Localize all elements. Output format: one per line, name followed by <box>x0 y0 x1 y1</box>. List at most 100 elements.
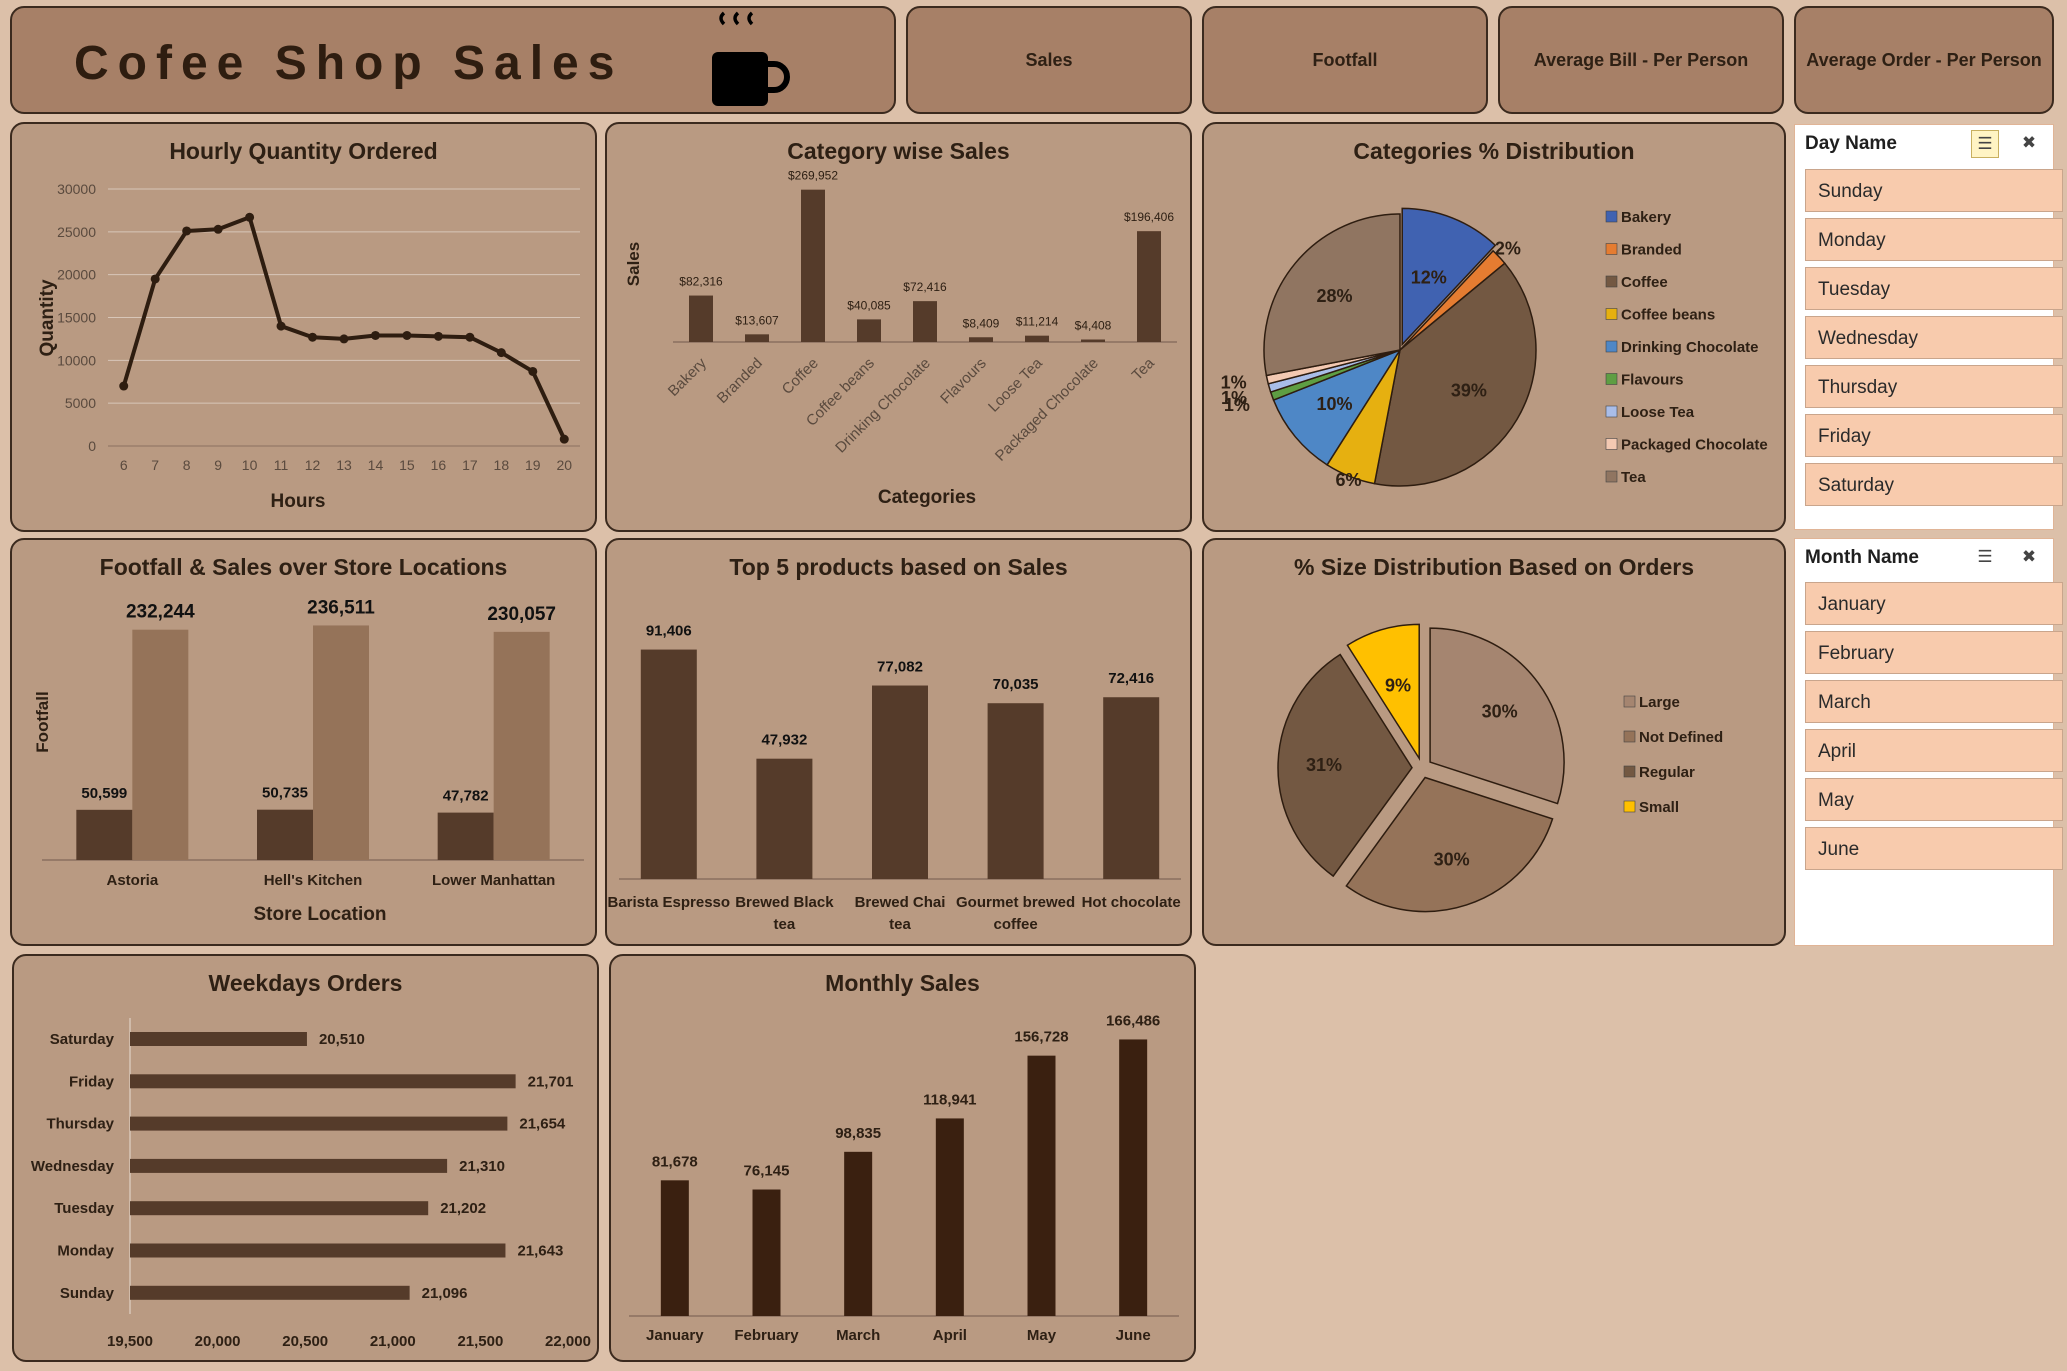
data-label: $82,316 <box>679 275 723 289</box>
legend-label: Flavours <box>1621 372 1684 389</box>
x-tick-label: Branded <box>714 355 766 407</box>
legend-label: Branded <box>1621 242 1682 259</box>
legend-swatch <box>1623 800 1636 813</box>
data-label: $196,406 <box>1124 210 1174 224</box>
y-tick-label: Saturday <box>50 1031 115 1048</box>
legend-label: Coffee <box>1621 274 1668 291</box>
data-label: 232,244 <box>126 602 195 623</box>
data-label: 230,057 <box>487 604 556 625</box>
day-slicer-item[interactable]: Saturday <box>1805 463 2063 506</box>
legend-swatch <box>1605 275 1618 288</box>
x-tick-label: February <box>734 1327 799 1344</box>
pie-label: 28% <box>1316 286 1352 306</box>
y-tick-label: 15000 <box>57 310 96 326</box>
kpi-sales-button[interactable]: Sales <box>906 6 1192 114</box>
category-chart: $82,316 Bakery $13,607 Branded $269,952 Coffe… <box>624 169 1177 508</box>
data-label: $40,085 <box>847 298 891 312</box>
data-point <box>559 434 569 444</box>
x-tick-label: 6 <box>120 457 128 473</box>
day-slicer-title: Day Name <box>1805 133 1897 154</box>
data-label: 98,835 <box>835 1125 881 1142</box>
x-tick-label: 12 <box>305 457 321 473</box>
x-tick-label: Bakery <box>665 354 710 399</box>
monthly-title: Monthly Sales <box>825 970 980 996</box>
data-label: $13,607 <box>735 313 779 327</box>
month-slicer-item[interactable]: February <box>1805 631 2063 674</box>
month-slicer-item[interactable]: January <box>1805 582 2063 625</box>
data-point <box>245 212 255 222</box>
clear-filter-icon[interactable]: ✖ <box>2021 547 2037 566</box>
legend-label: Tea <box>1621 469 1646 486</box>
x-tick-label: 7 <box>151 457 159 473</box>
day-slicer-item[interactable]: Sunday <box>1805 169 2063 212</box>
data-label: 166,486 <box>1106 1012 1160 1029</box>
legend-swatch <box>1605 438 1618 450</box>
bar <box>76 809 133 860</box>
day-slicer-item[interactable]: Tuesday <box>1805 267 2063 310</box>
x-tick-label: Gourmet brewed <box>956 894 1075 911</box>
bar <box>130 1285 410 1300</box>
data-label: 21,643 <box>517 1243 563 1260</box>
bar <box>969 337 993 342</box>
kpi-label: Sales <box>1025 49 1073 70</box>
data-point <box>182 226 192 236</box>
kpi-avg-bill-button[interactable]: Average Bill - Per Person <box>1498 6 1784 114</box>
kpi-avg-order-button[interactable]: Average Order - Per Person <box>1794 6 2054 114</box>
data-label: 50,599 <box>81 785 127 802</box>
x-tick-label: coffee <box>994 916 1038 933</box>
bar <box>987 703 1044 879</box>
data-point <box>528 366 538 376</box>
bar <box>913 301 937 342</box>
weekdays-chart: 20,510 Saturday 21,701 Friday 21,654 Thursday… <box>31 1018 591 1350</box>
x-tick-label: 16 <box>431 457 447 473</box>
pie-label: 30% <box>1434 849 1470 869</box>
hourly-title: Hourly Quantity Ordered <box>169 138 438 164</box>
data-label: $72,416 <box>903 280 947 294</box>
day-slicer-item[interactable]: Thursday <box>1805 365 2063 408</box>
data-label: $269,952 <box>788 169 838 183</box>
data-point <box>339 334 349 344</box>
legend-swatch <box>1605 373 1618 385</box>
legend-label: Not Defined <box>1639 729 1723 746</box>
pie-slice <box>1277 653 1413 878</box>
monthly-panel: Monthly Sales 81,678 January 76,145 Februar… <box>609 954 1196 1362</box>
y-tick-label: Wednesday <box>31 1158 115 1175</box>
x-tick-label: 15 <box>399 457 415 473</box>
pie-label: 31% <box>1306 755 1342 775</box>
top5-title: Top 5 products based on Sales <box>729 554 1068 580</box>
bar <box>313 625 369 860</box>
legend-label: Drinking Chocolate <box>1621 339 1759 356</box>
month-slicer-item[interactable]: May <box>1805 778 2063 821</box>
x-tick-label: 13 <box>336 457 352 473</box>
month-slicer-item[interactable]: April <box>1805 729 2063 772</box>
bar <box>1119 1039 1148 1316</box>
month-slicer-item[interactable]: March <box>1805 680 2063 723</box>
multi-select-icon[interactable]: ☰ <box>1971 130 1999 158</box>
legend-label: Small <box>1639 799 1679 816</box>
x-tick-label: 11 <box>274 457 289 473</box>
kpi-footfall-button[interactable]: Footfall <box>1202 6 1488 114</box>
month-slicer-title: Month Name <box>1805 547 1919 568</box>
bar <box>130 1032 307 1046</box>
data-label: $4,408 <box>1075 319 1112 333</box>
x-tick-label: 20,000 <box>195 1333 241 1350</box>
y-tick-label: Thursday <box>46 1116 114 1133</box>
x-tick-label: Brewed Chai <box>855 894 946 911</box>
month-slicer-item[interactable]: June <box>1805 827 2063 870</box>
catpie-title: Categories % Distribution <box>1353 138 1635 164</box>
clear-filter-icon[interactable]: ✖ <box>2021 133 2037 152</box>
bar <box>1027 1055 1056 1316</box>
multi-select-icon[interactable]: ☰ <box>1977 547 1993 566</box>
x-tick-label: April <box>933 1327 967 1344</box>
day-slicer-item[interactable]: Wednesday <box>1805 316 2063 359</box>
pie-slice <box>1429 627 1565 805</box>
pie-slice <box>1373 262 1537 487</box>
bar <box>130 1201 429 1216</box>
pie-label: 1% <box>1221 388 1247 408</box>
day-slicer-item[interactable]: Monday <box>1805 218 2063 261</box>
bar <box>130 1158 448 1173</box>
x-tick-label: tea <box>774 916 796 933</box>
day-slicer-item[interactable]: Friday <box>1805 414 2063 457</box>
x-tick-label: Tea <box>1129 354 1159 384</box>
bar <box>689 295 713 342</box>
